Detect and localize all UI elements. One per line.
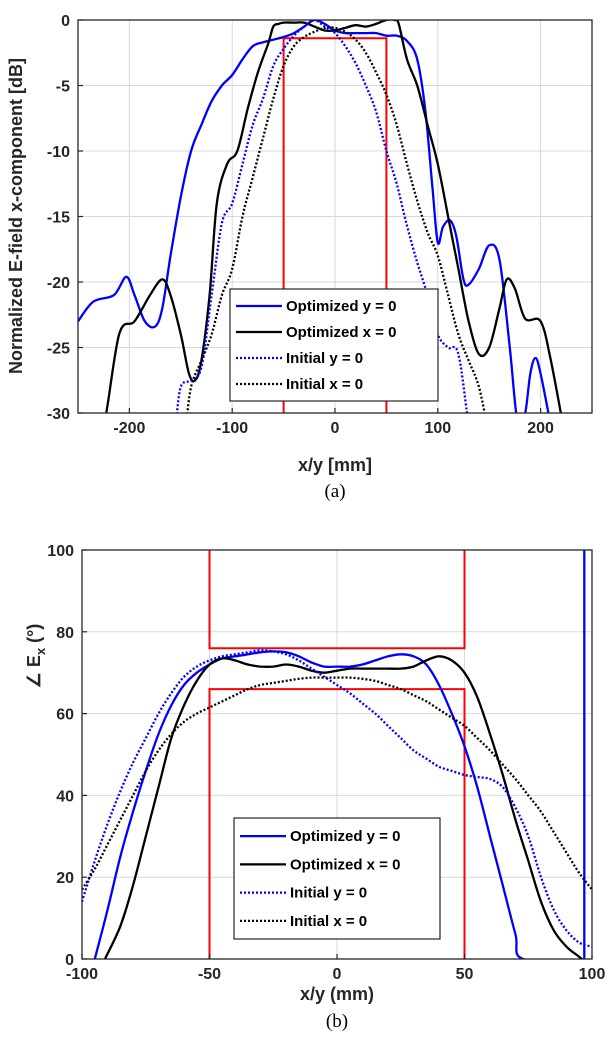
caption-a: (a) xyxy=(324,481,345,502)
red-mask-b xyxy=(208,550,466,959)
x-axis-label-a: x/y [mm] xyxy=(298,455,372,475)
y-tick-label: 40 xyxy=(56,788,74,805)
x-tick-label: 100 xyxy=(579,966,606,983)
y-tick-label: 0 xyxy=(61,13,70,30)
x-axis-label-b: x/y (mm) xyxy=(300,984,374,1004)
y-tick-label: -15 xyxy=(47,210,70,227)
legend-label-0: Optimized y = 0 xyxy=(290,828,400,845)
y-tick-label: 80 xyxy=(56,625,74,642)
series-line-3 xyxy=(82,676,592,891)
legend-a: Optimized y = 0 Optimized x = 0 Initial y … xyxy=(229,288,439,402)
legend-label-2: Initial y = 0 xyxy=(286,350,363,367)
ticks-b: -100 -50 0 50 100 0 20 40 60 80 100 xyxy=(47,543,605,983)
y-tick-label: 60 xyxy=(56,707,74,724)
y-axis-label-b: ∠ Ex (°) xyxy=(24,624,48,689)
chart-panel-b: -100 -50 0 50 100 0 20 40 60 80 100 Optimized y = … xyxy=(24,543,605,1032)
mask-line xyxy=(282,37,388,413)
x-tick-label: 0 xyxy=(333,966,342,983)
y-tick-label: -10 xyxy=(47,144,70,161)
y-tick-label: 0 xyxy=(65,952,74,969)
x-tick-label: 0 xyxy=(331,420,340,437)
legend-b: Optimized y = 0 Optimized x = 0 Initial y … xyxy=(233,817,441,940)
series-line-0 xyxy=(93,550,586,959)
x-tick-label: 200 xyxy=(527,420,554,437)
legend-box xyxy=(229,288,439,402)
mask-upper xyxy=(208,550,466,650)
y-axis-label-b-tail: (°) xyxy=(24,624,44,648)
x-tick-label: -50 xyxy=(198,966,221,983)
y-tick-label: 20 xyxy=(56,870,74,887)
series-line-1 xyxy=(105,20,562,413)
legend-label-3: Initial x = 0 xyxy=(286,376,363,393)
legend-label-1: Optimized x = 0 xyxy=(286,324,396,341)
series-b xyxy=(82,550,592,959)
mask-lower xyxy=(208,688,466,959)
legend-label-2: Initial y = 0 xyxy=(290,885,367,902)
red-mask-a xyxy=(282,37,388,413)
y-tick-label: -25 xyxy=(47,341,70,358)
caption-b: (b) xyxy=(326,1011,348,1032)
series-line-2 xyxy=(82,649,592,948)
y-axis-label-a: Normalized E-field x-component [dB] xyxy=(6,58,26,374)
x-tick-label: 100 xyxy=(424,420,451,437)
legend-label-1: Optimized x = 0 xyxy=(290,856,400,873)
y-tick-label: -5 xyxy=(56,79,70,96)
x-tick-label: 50 xyxy=(456,966,474,983)
x-tick-label: -200 xyxy=(113,420,145,437)
series-line-1 xyxy=(103,655,583,959)
y-axis-label-b-sub: x xyxy=(33,647,48,655)
series-line-3 xyxy=(186,26,486,413)
y-tick-label: -20 xyxy=(47,275,70,292)
y-axis-label-b-main: ∠ E xyxy=(24,655,44,688)
legend-label-0: Optimized y = 0 xyxy=(286,298,396,315)
legend-box xyxy=(233,817,441,940)
legend-label-3: Initial x = 0 xyxy=(290,913,367,930)
y-tick-label: -30 xyxy=(47,406,70,423)
x-tick-label: -100 xyxy=(66,966,98,983)
chart-panel-a: -200 -100 0 100 200 0 -5 -10 -15 -20 -25 -30 Optimi… xyxy=(6,13,593,502)
x-tick-label: -100 xyxy=(216,420,248,437)
series-line-2 xyxy=(175,20,469,413)
ticks-a: -200 -100 0 100 200 0 -5 -10 -15 -20 -25 -30 xyxy=(47,13,554,437)
y-tick-label: 100 xyxy=(47,543,74,560)
series-a xyxy=(78,20,562,413)
